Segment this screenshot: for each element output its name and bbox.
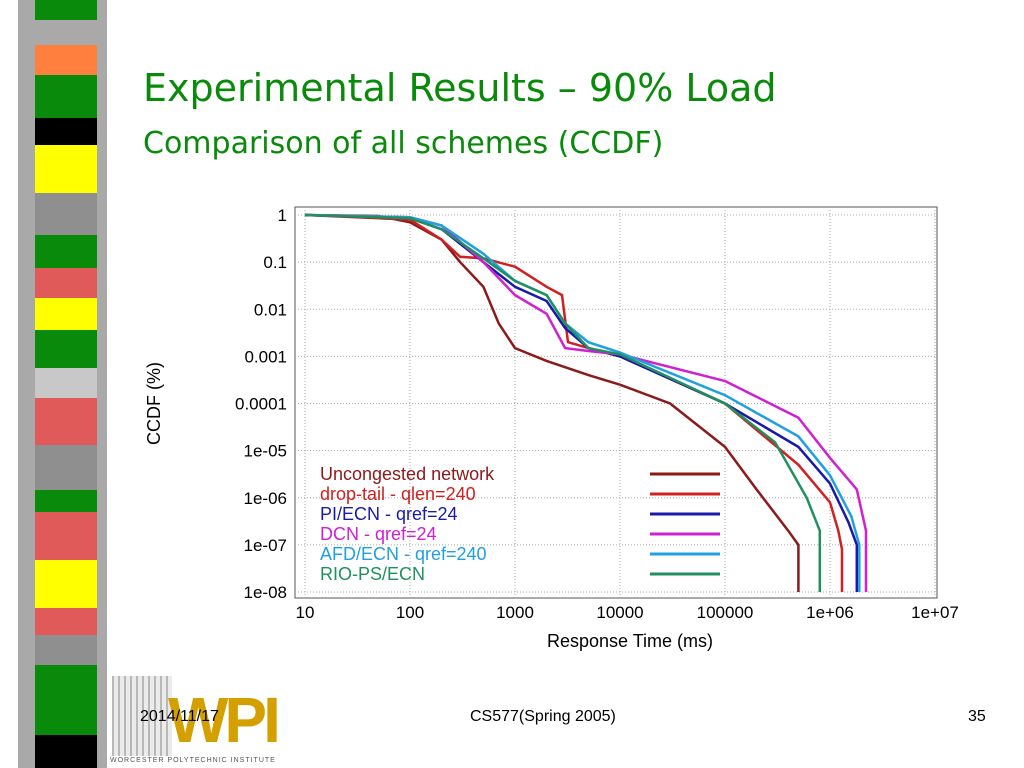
- decor-block: [35, 445, 97, 490]
- slide-title: Experimental Results – 90% Load: [143, 66, 777, 110]
- decor-block: [35, 268, 97, 298]
- decor-block: [35, 45, 97, 75]
- decor-block: [35, 735, 97, 768]
- x-tick-label: 1e+06: [806, 603, 854, 622]
- decor-block: [35, 490, 97, 512]
- y-tick-label: 0.0001: [235, 395, 287, 414]
- logo-caption: WORCESTER POLYTECHNIC INSTITUTE: [110, 757, 276, 764]
- y-axis-label: CCDF (%): [144, 362, 164, 445]
- decor-block: [35, 193, 97, 235]
- legend-label: drop-tail - qlen=240: [320, 484, 476, 504]
- x-tick-label: 10: [296, 603, 315, 622]
- series-line: [304, 213, 822, 592]
- decor-block: [35, 118, 97, 145]
- legend-label: Uncongested network: [320, 464, 495, 484]
- y-tick-label: 0.001: [244, 347, 287, 366]
- y-tick-label: 1e-08: [244, 583, 287, 602]
- slide-subtitle: Comparison of all schemes (CCDF): [143, 126, 664, 161]
- decor-block: [35, 235, 97, 268]
- decor-block: [35, 298, 97, 330]
- y-tick-label: 1e-05: [244, 442, 287, 461]
- decor-block: [35, 665, 97, 735]
- logo-building: [112, 676, 172, 756]
- x-tick-label: 1000: [496, 603, 534, 622]
- x-tick-label: 100: [396, 603, 424, 622]
- decor-block: [35, 0, 97, 20]
- y-tick-label: 1e-06: [244, 489, 287, 508]
- decor-block: [35, 75, 97, 118]
- footer-date: 2014/11/17: [140, 708, 219, 725]
- decor-block: [35, 145, 97, 193]
- y-tick-label: 0.1: [263, 253, 287, 272]
- legend-label: AFD/ECN - qref=240: [320, 544, 487, 564]
- legend-label: RIO-PS/ECN: [320, 564, 425, 584]
- decor-block: [35, 330, 97, 368]
- decor-block: [35, 368, 97, 398]
- page-number: 35: [968, 708, 986, 725]
- series-line: [304, 213, 844, 592]
- y-tick-label: 0.01: [254, 300, 287, 319]
- decor-block: [35, 512, 97, 560]
- legend-label: PI/ECN - qref=24: [320, 504, 458, 524]
- y-tick-label: 1: [278, 206, 287, 225]
- decor-block: [35, 398, 97, 445]
- logo-text: WPI: [168, 684, 281, 756]
- y-tick-label: 1e-07: [244, 536, 287, 555]
- decor-block: [35, 560, 97, 608]
- decor-block: [35, 635, 97, 665]
- x-axis-label: Response Time (ms): [547, 631, 713, 651]
- logo: WPI WORCESTER POLYTECHNIC INSTITUTE: [110, 668, 285, 768]
- x-tick-label: 1e+07: [911, 603, 959, 622]
- x-tick-label: 100000: [697, 603, 754, 622]
- x-tick-label: 10000: [596, 603, 643, 622]
- decor-block: [35, 608, 97, 635]
- legend-label: DCN - qref=24: [320, 524, 437, 544]
- footer-course: CS577(Spring 2005): [470, 708, 616, 725]
- series-line: [304, 213, 861, 592]
